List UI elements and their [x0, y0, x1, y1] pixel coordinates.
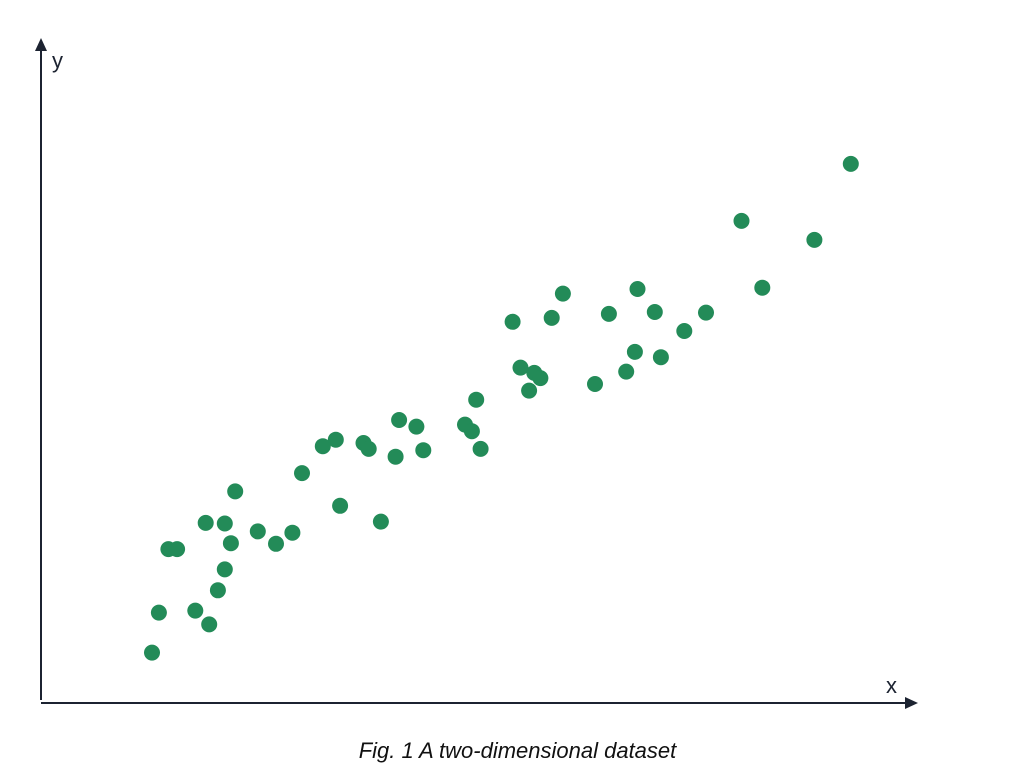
data-point: [391, 412, 408, 428]
data-point: [512, 359, 529, 376]
data-point: [554, 285, 571, 302]
data-point: [360, 440, 377, 457]
data-point: [268, 535, 284, 552]
data-point: [600, 305, 617, 322]
data-point: [733, 212, 750, 229]
data-point: [249, 523, 266, 540]
data-point: [415, 442, 432, 459]
data-point: [284, 524, 301, 541]
data-point: [646, 304, 663, 320]
x-axis-label: x: [886, 673, 897, 698]
data-point: [209, 582, 226, 599]
data-point: [504, 313, 521, 330]
y-axis-arrow-icon: [35, 38, 47, 51]
data-point: [472, 440, 489, 457]
data-point: [314, 438, 331, 455]
data-point: [754, 279, 771, 296]
data-point: [216, 515, 233, 532]
data-point: [468, 391, 485, 408]
data-point: [201, 616, 218, 633]
data-point: [222, 535, 239, 552]
data-point: [408, 418, 425, 435]
y-axis-label: y: [52, 48, 63, 73]
x-axis-arrow-icon: [905, 697, 918, 709]
data-point: [294, 465, 310, 482]
data-point: [187, 602, 204, 619]
data-point: [463, 423, 480, 440]
data-point: [676, 323, 693, 339]
data-point: [216, 561, 233, 578]
data-point: [806, 231, 823, 248]
data-point: [521, 382, 538, 399]
data-point: [587, 376, 603, 392]
data-points: [144, 155, 859, 661]
data-point: [372, 513, 389, 530]
data-point: [698, 304, 714, 321]
data-point: [150, 604, 167, 621]
data-point: [532, 370, 549, 387]
data-point: [629, 281, 646, 297]
data-point: [144, 644, 160, 661]
data-point: [842, 155, 859, 172]
data-point: [652, 349, 669, 366]
data-point: [327, 431, 344, 448]
figure-caption: Fig. 1 A two-dimensional dataset: [358, 738, 677, 763]
data-point: [332, 497, 349, 514]
data-point: [227, 483, 244, 500]
data-point: [197, 514, 214, 531]
data-point: [618, 363, 635, 380]
data-point: [626, 343, 643, 360]
data-point: [543, 309, 560, 326]
data-point: [387, 448, 404, 465]
data-point: [169, 541, 186, 558]
